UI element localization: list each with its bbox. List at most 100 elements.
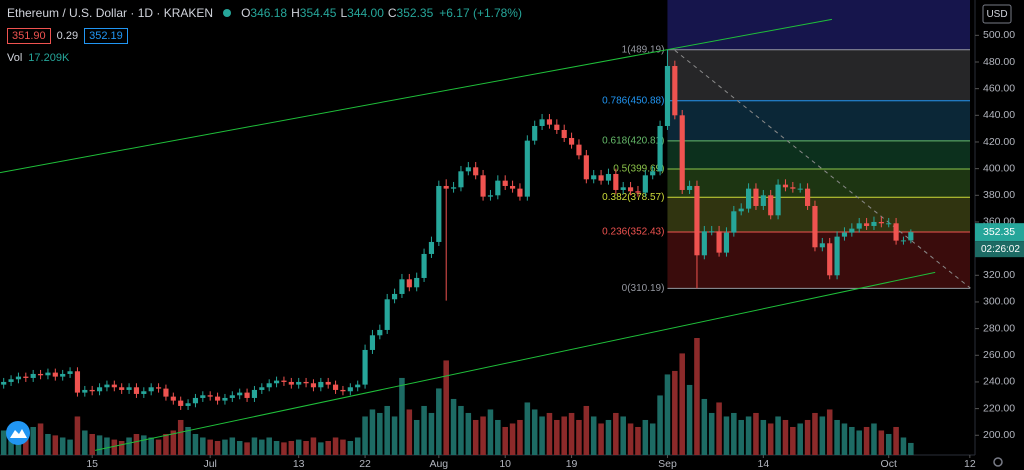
fib-band — [667, 140, 970, 170]
candle-body — [214, 396, 221, 401]
candle-body — [369, 335, 376, 350]
volume-bar — [694, 338, 700, 455]
volume-bar — [362, 416, 368, 455]
volume-bar — [428, 412, 435, 455]
volume-bar — [487, 409, 494, 455]
fib-layer: 1(489.19) 0.786(450.88) 0.618(420.81) 0.5(3… — [602, 0, 970, 294]
candle-body — [126, 387, 132, 390]
candle-body — [782, 184, 789, 188]
candle-body — [347, 387, 353, 392]
volume-bar — [163, 433, 169, 455]
y-tick-label: 380.00 — [983, 189, 1015, 201]
candle-body — [716, 231, 722, 253]
volume-title: Vol — [7, 52, 23, 64]
candle-body — [620, 187, 626, 190]
volume-bar — [0, 430, 7, 455]
volume-bar — [465, 412, 472, 455]
candle-body — [170, 396, 176, 401]
candle-body — [819, 243, 825, 248]
candle-body — [561, 129, 567, 138]
volume-bar — [664, 374, 671, 455]
quote-row: 351.90 0.29 352.19 — [7, 28, 128, 44]
candle-body — [864, 223, 870, 226]
candle-body — [436, 185, 442, 242]
candle-body — [635, 191, 641, 193]
y-tick-label: 200.00 — [983, 429, 1015, 441]
candle-body — [701, 231, 707, 256]
x-tick-label: 22 — [359, 458, 371, 470]
candle-body — [148, 387, 154, 392]
volume-bar — [207, 439, 213, 455]
y-tick-label: 240.00 — [983, 376, 1015, 388]
volume-bar — [480, 416, 486, 455]
candle-body — [104, 384, 110, 388]
candle-body — [355, 384, 361, 388]
volume-bar — [635, 426, 641, 455]
volume-bar — [790, 426, 796, 455]
symbol-title: Ethereum / U.S. Dollar · 1D · KRAKEN — [7, 6, 214, 20]
volume-bar — [118, 440, 125, 455]
candle-body — [377, 329, 383, 336]
volume-bar — [753, 412, 759, 455]
candle-body — [52, 372, 58, 377]
candle-body — [60, 373, 66, 377]
candle-body — [790, 187, 796, 189]
candle-body — [495, 180, 501, 196]
volume-bar — [82, 430, 88, 455]
volume-bar — [185, 426, 191, 455]
candle-body — [421, 253, 427, 278]
candle-body — [627, 187, 634, 192]
volume-bar — [30, 426, 36, 455]
volume-bar — [642, 419, 649, 455]
volume-bar — [590, 416, 597, 455]
volume-bar — [399, 377, 405, 455]
candle-body — [207, 395, 213, 397]
volume-bar — [885, 433, 892, 455]
volume-legend: Vol 17.209K — [7, 52, 69, 64]
volume-bar — [775, 416, 781, 455]
candle-body — [775, 184, 781, 216]
candle-body — [679, 115, 685, 190]
candle-body — [244, 392, 250, 398]
ask[interactable]: 352.19 — [84, 28, 128, 44]
fib-label: 0(310.19) — [622, 283, 665, 294]
volume-bar — [804, 419, 811, 455]
volume-bar — [561, 416, 567, 455]
candle-body — [259, 387, 265, 390]
volume-bar — [259, 439, 265, 455]
candle-body — [797, 188, 803, 190]
volume-bar — [613, 412, 619, 455]
volume-bar — [141, 435, 147, 455]
volume-bar — [568, 412, 575, 455]
trend-line — [95, 271, 936, 451]
volume-bar — [347, 440, 354, 455]
candle-body — [237, 392, 243, 396]
volume-bar — [23, 435, 29, 455]
volume-bar — [281, 442, 287, 455]
volume-bar — [251, 437, 258, 455]
volume-bar — [436, 388, 442, 455]
candle-body — [200, 395, 206, 398]
y-tick-label: 320.00 — [983, 269, 1015, 281]
y-tick-label: 480.00 — [983, 56, 1015, 68]
currency-box[interactable] — [982, 4, 1012, 24]
candle-body — [443, 185, 449, 189]
candle-body — [554, 124, 560, 130]
y-tick-label: 280.00 — [983, 322, 1015, 334]
volume-bar — [177, 419, 184, 455]
volume-bar — [52, 435, 59, 455]
x-tick-label: 10 — [499, 458, 511, 470]
volume-bar — [244, 442, 250, 455]
bid[interactable]: 351.90 — [7, 28, 51, 44]
fib-label: 0.618(420.81) — [602, 136, 664, 147]
settings-icon[interactable] — [993, 457, 1003, 467]
volume-bar — [657, 395, 663, 455]
volume-bar — [782, 419, 789, 455]
volume-bar — [583, 405, 590, 455]
candle-body — [517, 188, 523, 197]
candle-body — [657, 125, 663, 172]
ohlc-key: H — [291, 6, 300, 20]
volume-value: 17.209K — [28, 52, 70, 64]
candle-body — [266, 383, 272, 388]
